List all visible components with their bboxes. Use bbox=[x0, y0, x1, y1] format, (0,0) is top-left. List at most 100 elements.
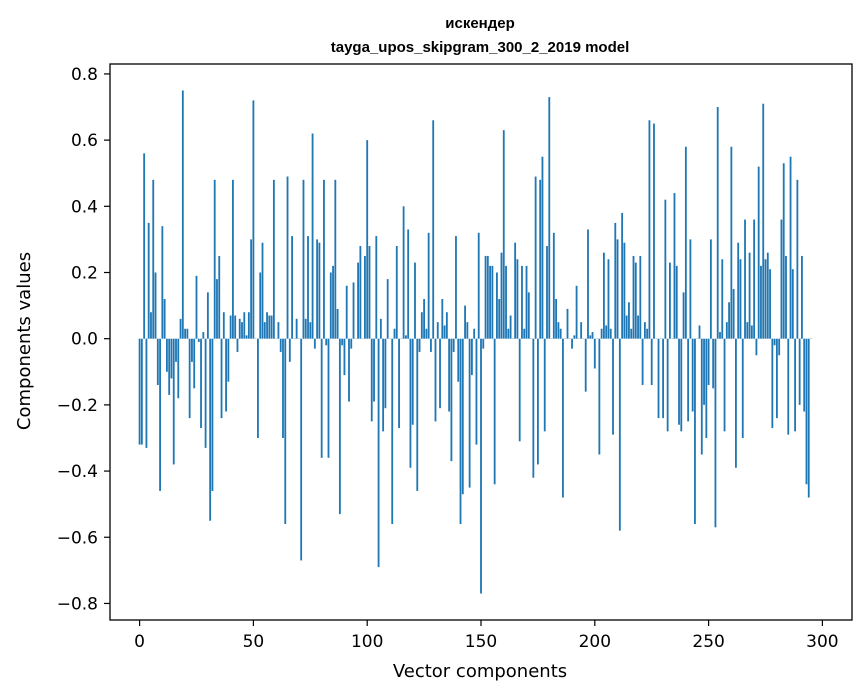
bar bbox=[386, 279, 389, 339]
bar bbox=[464, 305, 466, 339]
bar bbox=[728, 302, 730, 339]
bar bbox=[775, 338, 778, 419]
bar bbox=[571, 338, 573, 349]
bar bbox=[639, 255, 642, 339]
bar bbox=[420, 312, 423, 339]
bar bbox=[368, 246, 371, 339]
bar bbox=[612, 338, 614, 435]
bar bbox=[211, 338, 214, 491]
bar bbox=[318, 242, 321, 339]
bar bbox=[803, 338, 806, 412]
bar bbox=[757, 166, 760, 339]
bar bbox=[156, 338, 159, 386]
bar bbox=[805, 338, 808, 485]
bar bbox=[591, 332, 594, 339]
bar bbox=[505, 265, 507, 339]
bar bbox=[709, 239, 712, 339]
bar bbox=[259, 272, 262, 339]
bar bbox=[332, 265, 334, 339]
bar bbox=[584, 338, 587, 392]
bar bbox=[257, 338, 259, 438]
bar bbox=[480, 338, 482, 594]
bar bbox=[807, 338, 810, 498]
bar bbox=[382, 338, 385, 432]
bar bbox=[657, 338, 660, 419]
bar bbox=[634, 262, 637, 339]
bar bbox=[325, 338, 328, 346]
bar bbox=[266, 312, 268, 339]
bar bbox=[691, 338, 694, 412]
bar bbox=[370, 338, 373, 422]
bar bbox=[764, 259, 767, 339]
bar bbox=[229, 315, 232, 339]
chart-title-line1: искендер bbox=[445, 15, 515, 32]
bar bbox=[739, 259, 742, 339]
bar bbox=[543, 338, 546, 432]
bar bbox=[470, 338, 473, 376]
bar bbox=[407, 229, 410, 339]
bar bbox=[348, 338, 350, 402]
bar bbox=[486, 255, 489, 339]
bar bbox=[193, 338, 196, 389]
bar bbox=[457, 338, 460, 382]
bar bbox=[409, 338, 412, 468]
y-tick-label: −0.8 bbox=[57, 594, 98, 614]
bar bbox=[345, 285, 348, 339]
bar bbox=[184, 328, 187, 339]
bar bbox=[500, 252, 503, 339]
bar bbox=[138, 338, 141, 445]
bar bbox=[191, 338, 193, 362]
bar bbox=[737, 242, 740, 339]
bar bbox=[750, 325, 753, 339]
bar bbox=[234, 315, 237, 339]
bar bbox=[664, 199, 667, 339]
bar bbox=[573, 335, 576, 339]
bar bbox=[527, 292, 530, 339]
bar bbox=[430, 338, 432, 352]
bar bbox=[534, 176, 537, 339]
bar bbox=[687, 338, 690, 422]
bar bbox=[721, 259, 724, 339]
bar bbox=[159, 338, 161, 491]
bar bbox=[744, 219, 746, 339]
x-tick-label: 150 bbox=[465, 632, 497, 652]
bar bbox=[468, 338, 471, 488]
bar bbox=[801, 255, 803, 339]
bar bbox=[175, 338, 177, 362]
x-axis-label: Vector components bbox=[393, 661, 567, 682]
bar bbox=[735, 338, 737, 468]
y-axis: −0.8 −0.6 −0.4 −0.2 0.0 0.2 0.4 0.6 0.8 bbox=[57, 65, 110, 614]
bar bbox=[147, 222, 150, 339]
bar bbox=[391, 338, 394, 525]
bar bbox=[375, 236, 378, 339]
bar bbox=[502, 130, 505, 339]
bar bbox=[700, 338, 703, 455]
x-tick-label: 300 bbox=[806, 632, 838, 652]
bar bbox=[272, 179, 275, 339]
bar bbox=[393, 328, 396, 339]
bar bbox=[541, 156, 544, 339]
bar bbox=[398, 338, 400, 429]
bar bbox=[450, 338, 453, 462]
bar bbox=[395, 246, 398, 339]
bar bbox=[769, 269, 771, 339]
bar bbox=[539, 179, 542, 339]
bar bbox=[723, 338, 726, 432]
bar bbox=[666, 338, 669, 432]
bar bbox=[329, 272, 332, 339]
bar bbox=[782, 163, 785, 339]
bar bbox=[327, 338, 330, 458]
bar bbox=[477, 232, 480, 339]
bar bbox=[311, 133, 314, 339]
bar bbox=[650, 338, 653, 386]
bar bbox=[618, 338, 621, 531]
bar bbox=[295, 318, 298, 339]
bar bbox=[232, 179, 234, 339]
bar bbox=[507, 328, 510, 339]
bar bbox=[725, 322, 728, 339]
bar bbox=[186, 328, 189, 339]
bar bbox=[623, 242, 626, 339]
bar bbox=[587, 229, 589, 339]
bar bbox=[150, 312, 152, 339]
bar bbox=[366, 140, 369, 339]
